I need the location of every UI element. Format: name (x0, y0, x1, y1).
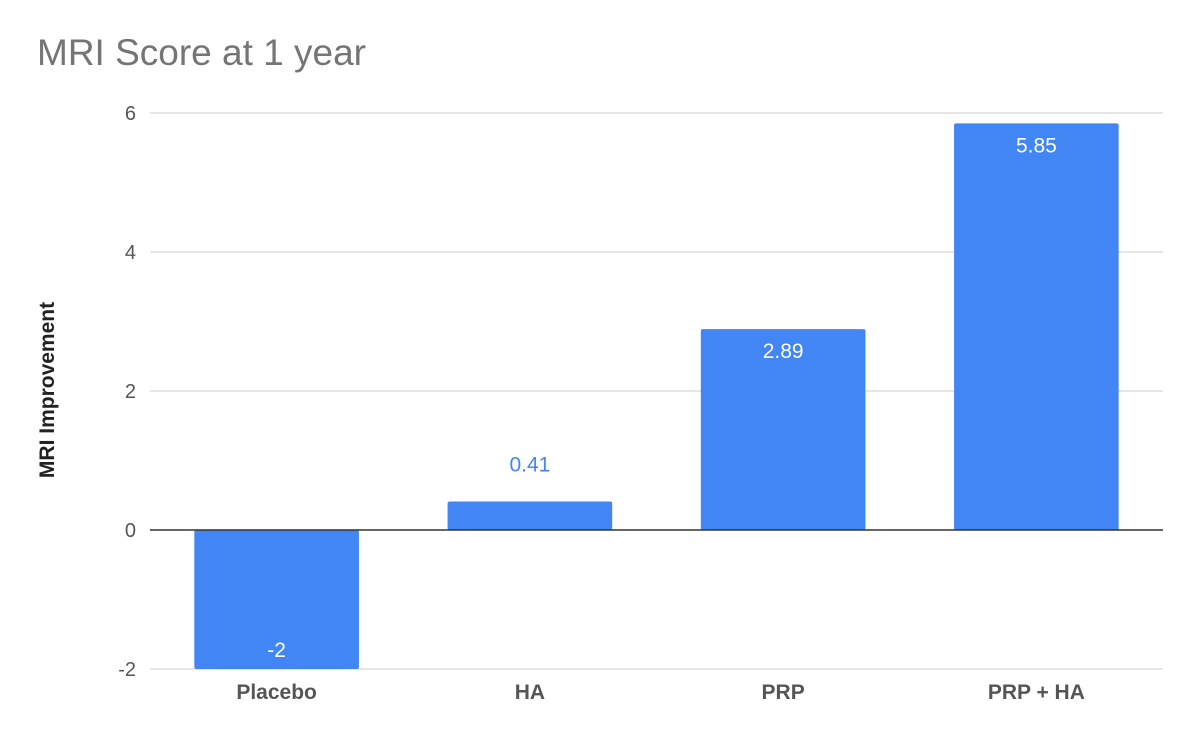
x-category-label: PRP (762, 681, 805, 704)
y-tick-label: 6 (125, 103, 136, 125)
x-category-label: PRP + HA (988, 681, 1085, 704)
y-tick-labels: -2 0 2 4 6 (118, 103, 136, 681)
data-label: -2 (267, 639, 286, 662)
chart-title: MRI Score at 1 year (37, 32, 367, 73)
bar (954, 123, 1119, 531)
x-category-label: Placebo (236, 681, 317, 704)
x-category-labels: Placebo HA PRP PRP + HA (236, 681, 1085, 704)
y-tick-label: 0 (125, 520, 136, 542)
bar (194, 530, 359, 669)
y-tick-label: -2 (118, 659, 136, 681)
y-tick-label: 4 (125, 242, 136, 264)
data-label: 0.41 (509, 454, 550, 477)
bar (447, 501, 613, 530)
x-category-label: HA (515, 681, 545, 704)
bars (194, 123, 1119, 669)
data-label: 2.89 (763, 340, 804, 363)
data-label: 5.85 (1016, 134, 1057, 157)
bar (700, 329, 866, 530)
data-labels: -2 0.41 2.89 5.85 (267, 134, 1057, 662)
y-axis-title: MRI Improvement (36, 302, 59, 478)
y-tick-label: 2 (125, 381, 136, 403)
